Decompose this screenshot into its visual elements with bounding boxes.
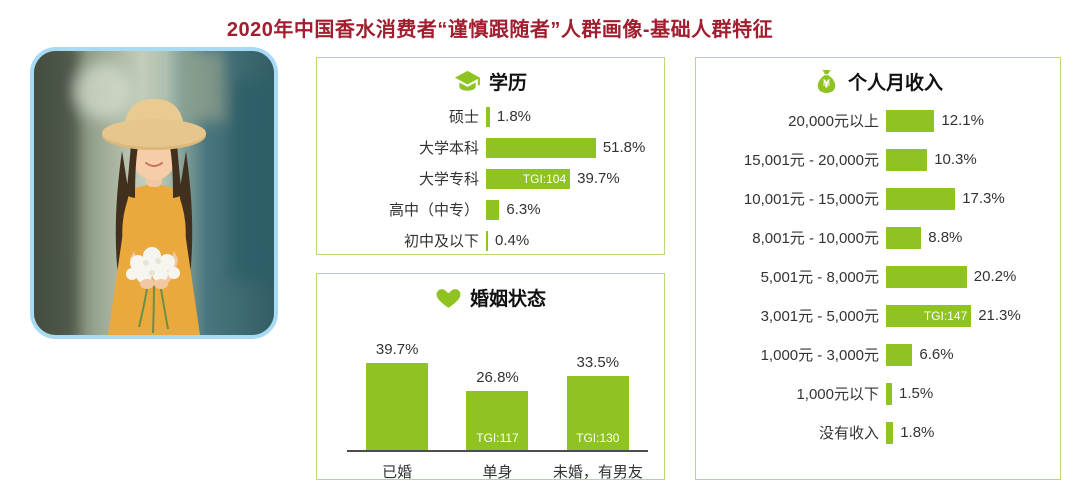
tgi-label: TGI:147 xyxy=(923,308,968,323)
value-label: 6.3% xyxy=(506,201,541,218)
bar-row: 10,001元 - 15,000元 17.3% xyxy=(696,179,1060,218)
income-panel: ¥ 个人月收入 20,000元以上 12.1% 15,001元 - 20,000元 1… xyxy=(695,57,1061,480)
bar xyxy=(886,148,928,171)
category-label: 15,001元 - 20,000元 xyxy=(743,152,879,169)
value-label: 51.8% xyxy=(602,139,646,156)
value-label: 39.7% xyxy=(577,170,620,187)
bar-row: 3,001元 - 5,000元 TGI:147 21.3% xyxy=(696,296,1060,335)
income-title: 个人月收入 xyxy=(847,73,943,94)
category-label: 5,001元 - 8,000元 xyxy=(760,269,879,286)
bar: TGI:130 xyxy=(566,376,629,450)
category-label: 高中（中专） xyxy=(388,202,479,219)
bar-row: 1,000元 - 3,000元 6.6% xyxy=(696,335,1060,374)
bar-row: 硕士 1.8% xyxy=(317,101,664,132)
value-label: 8.8% xyxy=(928,229,963,246)
value-label: 12.1% xyxy=(941,112,984,129)
bar: TGI:117 xyxy=(466,391,529,450)
x-axis-line xyxy=(347,450,648,452)
marital-title: 婚姻状态 xyxy=(469,289,546,310)
category-label: 8,001元 - 10,000元 xyxy=(752,230,879,247)
income-header: ¥ 个人月收入 xyxy=(696,58,1060,95)
bar xyxy=(886,226,922,249)
value-label: 1.5% xyxy=(899,385,934,402)
tgi-label: TGI:130 xyxy=(576,431,620,445)
category-label: 未婚，有男友 xyxy=(552,464,643,481)
bar xyxy=(886,421,894,444)
page-title: 2020年中国香水消费者“谨慎跟随者”人群画像-基础人群特征 xyxy=(226,19,774,41)
education-panel: 学历 硕士 1.8% 大学本科 51.8% 大学专科 TGI:104 39.7% 高中（中专）… xyxy=(316,57,665,255)
graduation-cap-icon xyxy=(454,68,481,95)
bar-column: 39.7% xyxy=(347,341,447,450)
bar-row: 高中（中专） 6.3% xyxy=(317,194,664,225)
education-title: 学历 xyxy=(488,73,527,94)
education-header: 学历 xyxy=(317,58,664,95)
marital-bar-chart: 39.7% 26.8% TGI:117 33.5% TGI:130 已婚 单身 未婚，有男友 xyxy=(347,330,648,482)
category-label: 1,000元 - 3,000元 xyxy=(760,347,879,364)
bar xyxy=(886,187,956,210)
value-label: 39.7% xyxy=(375,340,419,358)
marital-bars: 39.7% 26.8% TGI:117 33.5% TGI:130 xyxy=(347,330,648,450)
bar-row: 大学专科 TGI:104 39.7% xyxy=(317,163,664,194)
bar xyxy=(886,265,967,288)
marital-category-labels: 已婚 单身 未婚，有男友 xyxy=(347,461,648,482)
bar-column: 26.8% TGI:117 xyxy=(447,369,547,450)
value-label: 21.3% xyxy=(978,307,1021,324)
bar-row: 1,000元以下 1.5% xyxy=(696,374,1060,413)
bar xyxy=(486,199,500,220)
bar: TGI:104 xyxy=(486,168,571,189)
category-label: 大学专科 xyxy=(418,171,479,188)
value-label: 0.4% xyxy=(495,232,530,249)
bar-row: 15,001元 - 20,000元 10.3% xyxy=(696,140,1060,179)
bar xyxy=(886,109,935,132)
woman-portrait-illustration xyxy=(34,51,274,335)
tgi-label: TGI:104 xyxy=(522,171,567,186)
value-label: 17.3% xyxy=(962,190,1005,207)
category-label: 大学本科 xyxy=(418,140,479,157)
category-label: 3,001元 - 5,000元 xyxy=(760,308,879,325)
bar-row: 20,000元以上 12.1% xyxy=(696,101,1060,140)
education-bar-chart: 硕士 1.8% 大学本科 51.8% 大学专科 TGI:104 39.7% 高中（中专） 6.3… xyxy=(317,101,664,256)
bar-row: 大学本科 51.8% xyxy=(317,132,664,163)
bar-row: 没有收入 1.8% xyxy=(696,413,1060,452)
bar xyxy=(486,230,488,251)
value-label: 26.8% xyxy=(476,369,519,387)
category-label: 1,000元以下 xyxy=(796,386,879,403)
consumer-portrait-photo xyxy=(30,47,278,339)
category-label: 初中及以下 xyxy=(403,233,479,250)
income-bar-chart: 20,000元以上 12.1% 15,001元 - 20,000元 10.3% 10,0… xyxy=(696,101,1060,452)
bar xyxy=(886,343,913,366)
bar: TGI:147 xyxy=(886,304,972,327)
category-label: 硕士 xyxy=(448,109,479,126)
value-label: 20.2% xyxy=(973,268,1017,285)
category-label: 已婚 xyxy=(382,464,413,481)
heart-icon xyxy=(435,284,462,311)
tgi-label: TGI:117 xyxy=(476,431,519,445)
value-label: 1.8% xyxy=(496,108,532,125)
value-label: 10.3% xyxy=(934,151,977,168)
bar xyxy=(486,106,490,127)
bar xyxy=(486,137,596,158)
category-label: 单身 xyxy=(482,464,513,481)
value-label: 6.6% xyxy=(919,346,954,363)
bar xyxy=(886,382,892,405)
bar-column: 33.5% TGI:130 xyxy=(548,354,648,450)
category-label: 20,000元以上 xyxy=(788,113,879,130)
bar-row: 5,001元 - 8,000元 20.2% xyxy=(696,257,1060,296)
bar xyxy=(366,362,429,450)
marital-header: 婚姻状态 xyxy=(317,274,664,311)
value-label: 33.5% xyxy=(576,354,620,372)
svg-text:¥: ¥ xyxy=(823,78,831,91)
bar-row: 8,001元 - 10,000元 8.8% xyxy=(696,218,1060,257)
money-bag-icon: ¥ xyxy=(813,68,840,95)
bar-row: 初中及以下 0.4% xyxy=(317,225,664,256)
category-label: 10,001元 - 15,000元 xyxy=(743,191,879,208)
marital-status-panel: 婚姻状态 39.7% 26.8% TGI:117 33.5% TGI:130 已婚 单身 未… xyxy=(316,273,665,482)
value-label: 1.8% xyxy=(900,424,935,441)
category-label: 没有收入 xyxy=(818,425,879,442)
